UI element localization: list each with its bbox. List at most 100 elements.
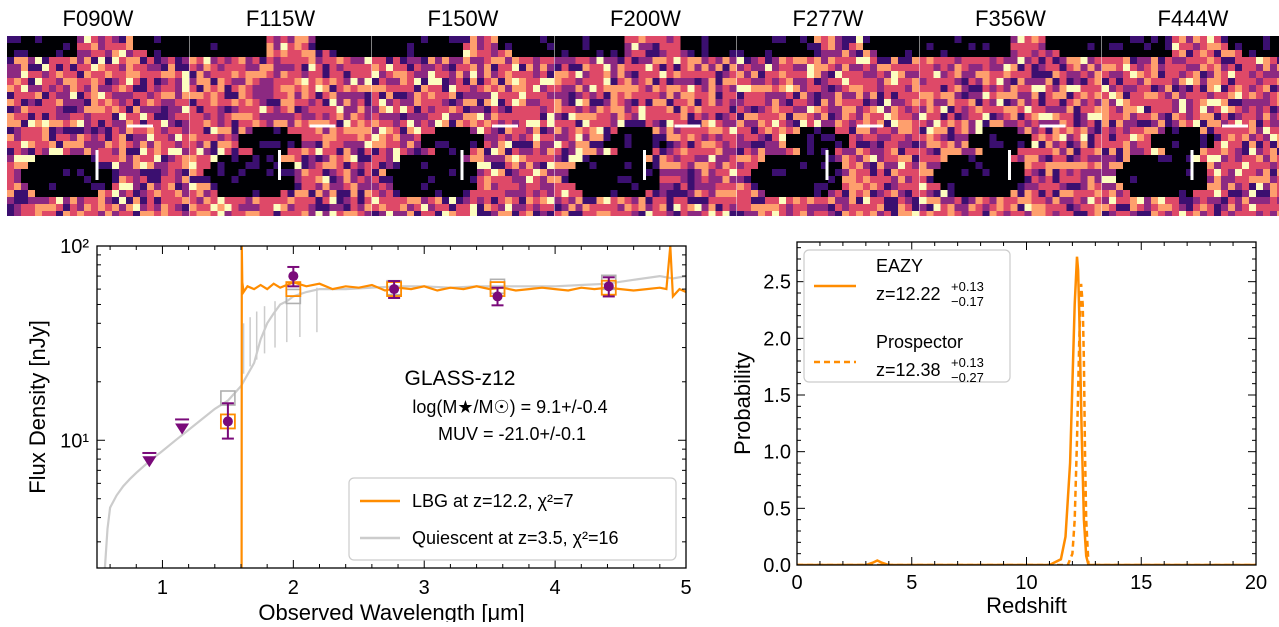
stamp-pixel: [1032, 43, 1039, 50]
stamp-pixel: [990, 85, 997, 92]
stamp-pixel: [1130, 148, 1137, 155]
stamp-pixel: [323, 113, 330, 120]
stamp-pixel: [948, 134, 955, 141]
stamp-pixel: [526, 78, 533, 85]
stamp-pixel: [393, 169, 400, 176]
stamp-pixel: [786, 148, 793, 155]
stamp-pixel: [625, 197, 632, 204]
stamp-pixel: [723, 99, 730, 106]
stamp-pixel: [1060, 134, 1067, 141]
stamp-pixel: [646, 190, 653, 197]
stamp-pixel: [421, 155, 428, 162]
stamp-pixel: [42, 127, 49, 134]
stamp-pixel: [112, 155, 119, 162]
stamp-pixel: [168, 155, 175, 162]
stamp-pixel: [632, 127, 639, 134]
stamp-pixel: [484, 64, 491, 71]
stamp-pixel: [372, 162, 379, 169]
stamp-pixel: [1060, 78, 1067, 85]
stamp-pixel: [540, 85, 547, 92]
stamp-pixel: [555, 43, 562, 50]
stamp-pixel: [7, 92, 14, 99]
stamp-pixel: [1221, 50, 1228, 57]
stamp-pixel: [976, 64, 983, 71]
stamp-pixel: [232, 162, 239, 169]
stamp-pixel: [1242, 176, 1249, 183]
stamp-pixel: [540, 127, 547, 134]
stamp-pixel: [1074, 71, 1081, 78]
stamp-pixel: [590, 43, 597, 50]
stamp-pixel: [161, 141, 168, 148]
stamp-pixel: [667, 169, 674, 176]
stamp-pixel: [456, 57, 463, 64]
stamp-pixel: [21, 120, 28, 127]
stamp-pixel: [1256, 141, 1263, 148]
stamp-pixel: [1123, 50, 1130, 57]
stamp-pixel: [1025, 176, 1032, 183]
stamp-pixel: [646, 113, 653, 120]
stamp-pixel: [618, 36, 625, 43]
stamp-pixel: [1235, 211, 1242, 216]
stamp-pixel: [1172, 99, 1179, 106]
stamp-pixel: [21, 92, 28, 99]
stamp-pixel: [555, 197, 562, 204]
stamp-pixel: [1074, 183, 1081, 190]
stamp-pixel: [849, 155, 856, 162]
stamp-pixel: [1214, 204, 1221, 211]
stamp-pixel: [1060, 141, 1067, 148]
stamp-pixel: [849, 211, 856, 216]
stamp-pixel: [533, 127, 540, 134]
stamp-pixel: [667, 71, 674, 78]
stamp-pixel: [1004, 197, 1011, 204]
stamp-pixel: [175, 36, 182, 43]
stamp-pixel: [1151, 64, 1158, 71]
stamp-pixel: [941, 190, 948, 197]
stamp-pixel: [555, 99, 562, 106]
stamp-pixel: [386, 204, 393, 211]
stamp-pixel: [590, 141, 597, 148]
stamp-pixel: [723, 148, 730, 155]
stamp-pixel: [512, 43, 519, 50]
stamp-pixel: [42, 71, 49, 78]
stamp-pixel: [63, 57, 70, 64]
stamp-pixel: [232, 78, 239, 85]
stamp-pixel: [625, 127, 632, 134]
stamp-pixel: [772, 78, 779, 85]
stamp-pixel: [702, 106, 709, 113]
stamp-pixel: [84, 162, 91, 169]
stamp-pixel: [407, 183, 414, 190]
stamp-pixel: [1053, 85, 1060, 92]
stamp-pixel: [751, 155, 758, 162]
stamp-pixel: [407, 155, 414, 162]
stamp-pixel: [463, 113, 470, 120]
stamp-pixel: [63, 113, 70, 120]
stamp-pixel: [253, 162, 260, 169]
stamp-pixel: [800, 141, 807, 148]
stamp-pixel: [983, 43, 990, 50]
stamp-pixel: [98, 183, 105, 190]
stamp-pixel: [927, 134, 934, 141]
stamp-pixel: [140, 190, 147, 197]
stamp-pixel: [842, 155, 849, 162]
stamp-pixel: [428, 197, 435, 204]
stamp-pixel: [976, 57, 983, 64]
stamp-pixel: [491, 85, 498, 92]
stamp-pixel: [842, 71, 849, 78]
stamp-pixel: [98, 169, 105, 176]
stamp-pixel: [119, 92, 126, 99]
stamp-pixel: [1109, 211, 1116, 216]
stamp-pixel: [147, 211, 154, 216]
stamp-pixel: [1039, 183, 1046, 190]
stamp-pixel: [1270, 162, 1277, 169]
stamp-pixel: [323, 85, 330, 92]
stamp-pixel: [1116, 127, 1123, 134]
stamp-pixel: [288, 204, 295, 211]
stamp-pixel: [281, 141, 288, 148]
stamp-pixel: [793, 176, 800, 183]
stamp-pixel: [674, 134, 681, 141]
stamp-pixel: [435, 50, 442, 57]
stamp-pixel: [540, 106, 547, 113]
stamp-pixel: [140, 113, 147, 120]
stamp-pixel: [969, 36, 976, 43]
